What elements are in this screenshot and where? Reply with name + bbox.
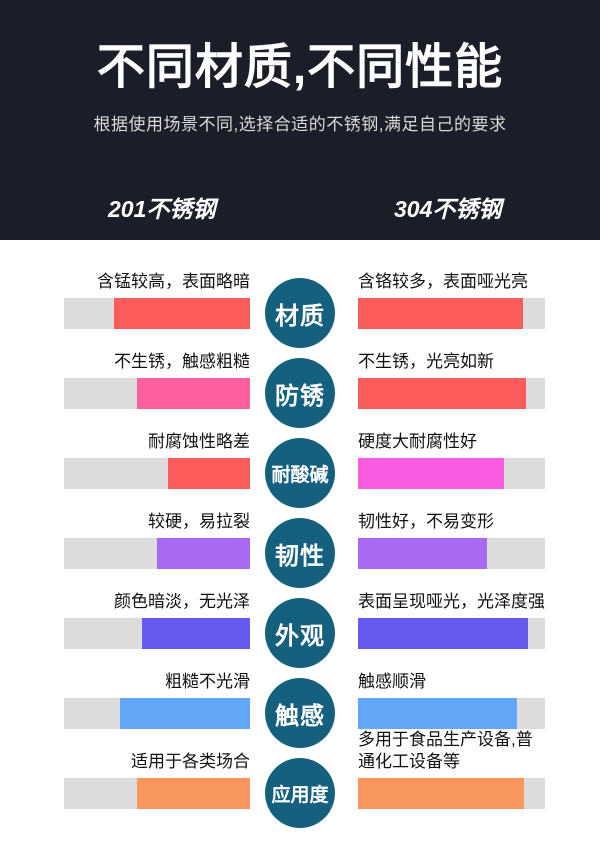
bar-track <box>358 698 545 729</box>
bar-fill-201-toughness <box>157 538 250 569</box>
cell-304-applicability: 多用于食品生产设备,普通化工设备等 <box>350 729 600 809</box>
bar-fill-304-rustproof <box>358 378 527 409</box>
column-header-304: 304不锈钢 <box>394 196 502 222</box>
bar-fill-304-applicability <box>358 778 525 809</box>
bar-fill-201-material <box>114 298 250 329</box>
cell-304-toughness: 韧性好，不易变形 <box>350 489 600 569</box>
label-201-applicability: 适用于各类场合 <box>131 752 250 771</box>
page-title: 不同材质,不同性能 <box>96 41 504 94</box>
cell-304-appearance: 表面呈现哑光，光泽度强 <box>350 569 600 649</box>
bar-track <box>358 458 545 489</box>
row-material: 含锰较高，表面略暗 含铬较多，表面哑光亮 材质 <box>0 249 600 348</box>
bar-fill-201-touch <box>119 698 250 729</box>
cell-304-touch: 触感顺滑 <box>350 649 600 729</box>
label-304-acid-alkali: 硬度大耐腐性好 <box>358 432 477 451</box>
bar-fill-304-toughness <box>358 538 488 569</box>
label-201-acid-alkali: 耐腐蚀性略差 <box>148 432 250 451</box>
label-304-applicability: 多用于食品生产设备,普通化工设备等 <box>358 730 533 771</box>
bar-fill-304-touch <box>358 698 517 729</box>
bar-fill-304-appearance <box>358 618 529 649</box>
row-appearance: 颜色暗淡，无光泽 表面呈现哑光，光泽度强 外观 <box>0 569 600 668</box>
label-201-rustproof: 不生锈，触感粗糙 <box>114 352 250 371</box>
bar-track <box>358 298 545 329</box>
bar-track <box>64 298 250 329</box>
cell-201-applicability: 适用于各类场合 <box>0 729 250 809</box>
bar-track <box>64 538 250 569</box>
bar-track <box>64 378 250 409</box>
badge-appearance: 外观 <box>265 598 335 668</box>
cell-304-rustproof: 不生锈，光亮如新 <box>350 329 600 409</box>
header: 不同材质,不同性能 根据使用场景不同,选择合适的不锈钢,满足自己的要求 201不… <box>0 0 600 240</box>
row-rustproof: 不生锈，触感粗糙 不生锈，光亮如新 防锈 <box>0 329 600 428</box>
bar-fill-201-applicability <box>136 778 250 809</box>
label-201-touch: 粗糙不光滑 <box>165 672 250 691</box>
cell-201-rustproof: 不生锈，触感粗糙 <box>0 329 250 409</box>
cell-201-acid-alkali: 耐腐蚀性略差 <box>0 409 250 489</box>
cell-201-toughness: 较硬，易拉裂 <box>0 489 250 569</box>
cell-201-material: 含锰较高，表面略暗 <box>0 249 250 329</box>
badge-applicability: 应用度 <box>265 758 335 828</box>
label-201-appearance: 颜色暗淡，无光泽 <box>114 592 250 611</box>
label-304-touch: 触感顺滑 <box>358 672 426 691</box>
label-201-toughness: 较硬，易拉裂 <box>148 512 250 531</box>
label-304-rustproof: 不生锈，光亮如新 <box>358 352 494 371</box>
badge-rustproof: 防锈 <box>265 358 335 428</box>
label-304-material: 含铬较多，表面哑光亮 <box>358 272 528 291</box>
column-header-201: 201不锈钢 <box>108 196 216 222</box>
cell-304-acid-alkali: 硬度大耐腐性好 <box>350 409 600 489</box>
comparison-rows: 含锰较高，表面略暗 含铬较多，表面哑光亮 材质 不生锈，触感粗糙 不生锈，光亮如… <box>0 240 600 828</box>
bar-fill-304-acid-alkali <box>358 458 504 489</box>
bar-track <box>64 778 250 809</box>
badge-acid-alkali: 耐酸碱 <box>265 438 335 508</box>
badge-toughness: 韧性 <box>265 518 335 588</box>
page-subtitle: 根据使用场景不同,选择合适的不锈钢,满足自己的要求 <box>93 115 507 135</box>
cell-201-appearance: 颜色暗淡，无光泽 <box>0 569 250 649</box>
badge-material: 材质 <box>265 278 335 348</box>
bar-track <box>358 618 545 649</box>
label-304-toughness: 韧性好，不易变形 <box>358 512 494 531</box>
bar-fill-201-appearance <box>142 618 250 649</box>
row-toughness: 较硬，易拉裂 韧性好，不易变形 韧性 <box>0 489 600 588</box>
bar-track <box>64 698 250 729</box>
row-acid-alkali: 耐腐蚀性略差 硬度大耐腐性好 耐酸碱 <box>0 409 600 508</box>
badge-touch: 触感 <box>265 678 335 748</box>
bar-track <box>358 778 545 809</box>
label-201-material: 含锰较高，表面略暗 <box>97 272 250 291</box>
label-304-appearance: 表面呈现哑光，光泽度强 <box>358 592 545 611</box>
bar-fill-201-acid-alkali <box>168 458 250 489</box>
bar-fill-201-rustproof <box>136 378 250 409</box>
bar-track <box>358 378 545 409</box>
cell-201-touch: 粗糙不光滑 <box>0 649 250 729</box>
bar-track <box>358 538 545 569</box>
bar-track <box>64 458 250 489</box>
bar-fill-304-material <box>358 298 523 329</box>
bar-track <box>64 618 250 649</box>
row-applicability: 适用于各类场合 多用于食品生产设备,普通化工设备等 应用度 <box>0 729 600 828</box>
cell-304-material: 含铬较多，表面哑光亮 <box>350 249 600 329</box>
row-touch: 粗糙不光滑 触感顺滑 触感 <box>0 649 600 748</box>
